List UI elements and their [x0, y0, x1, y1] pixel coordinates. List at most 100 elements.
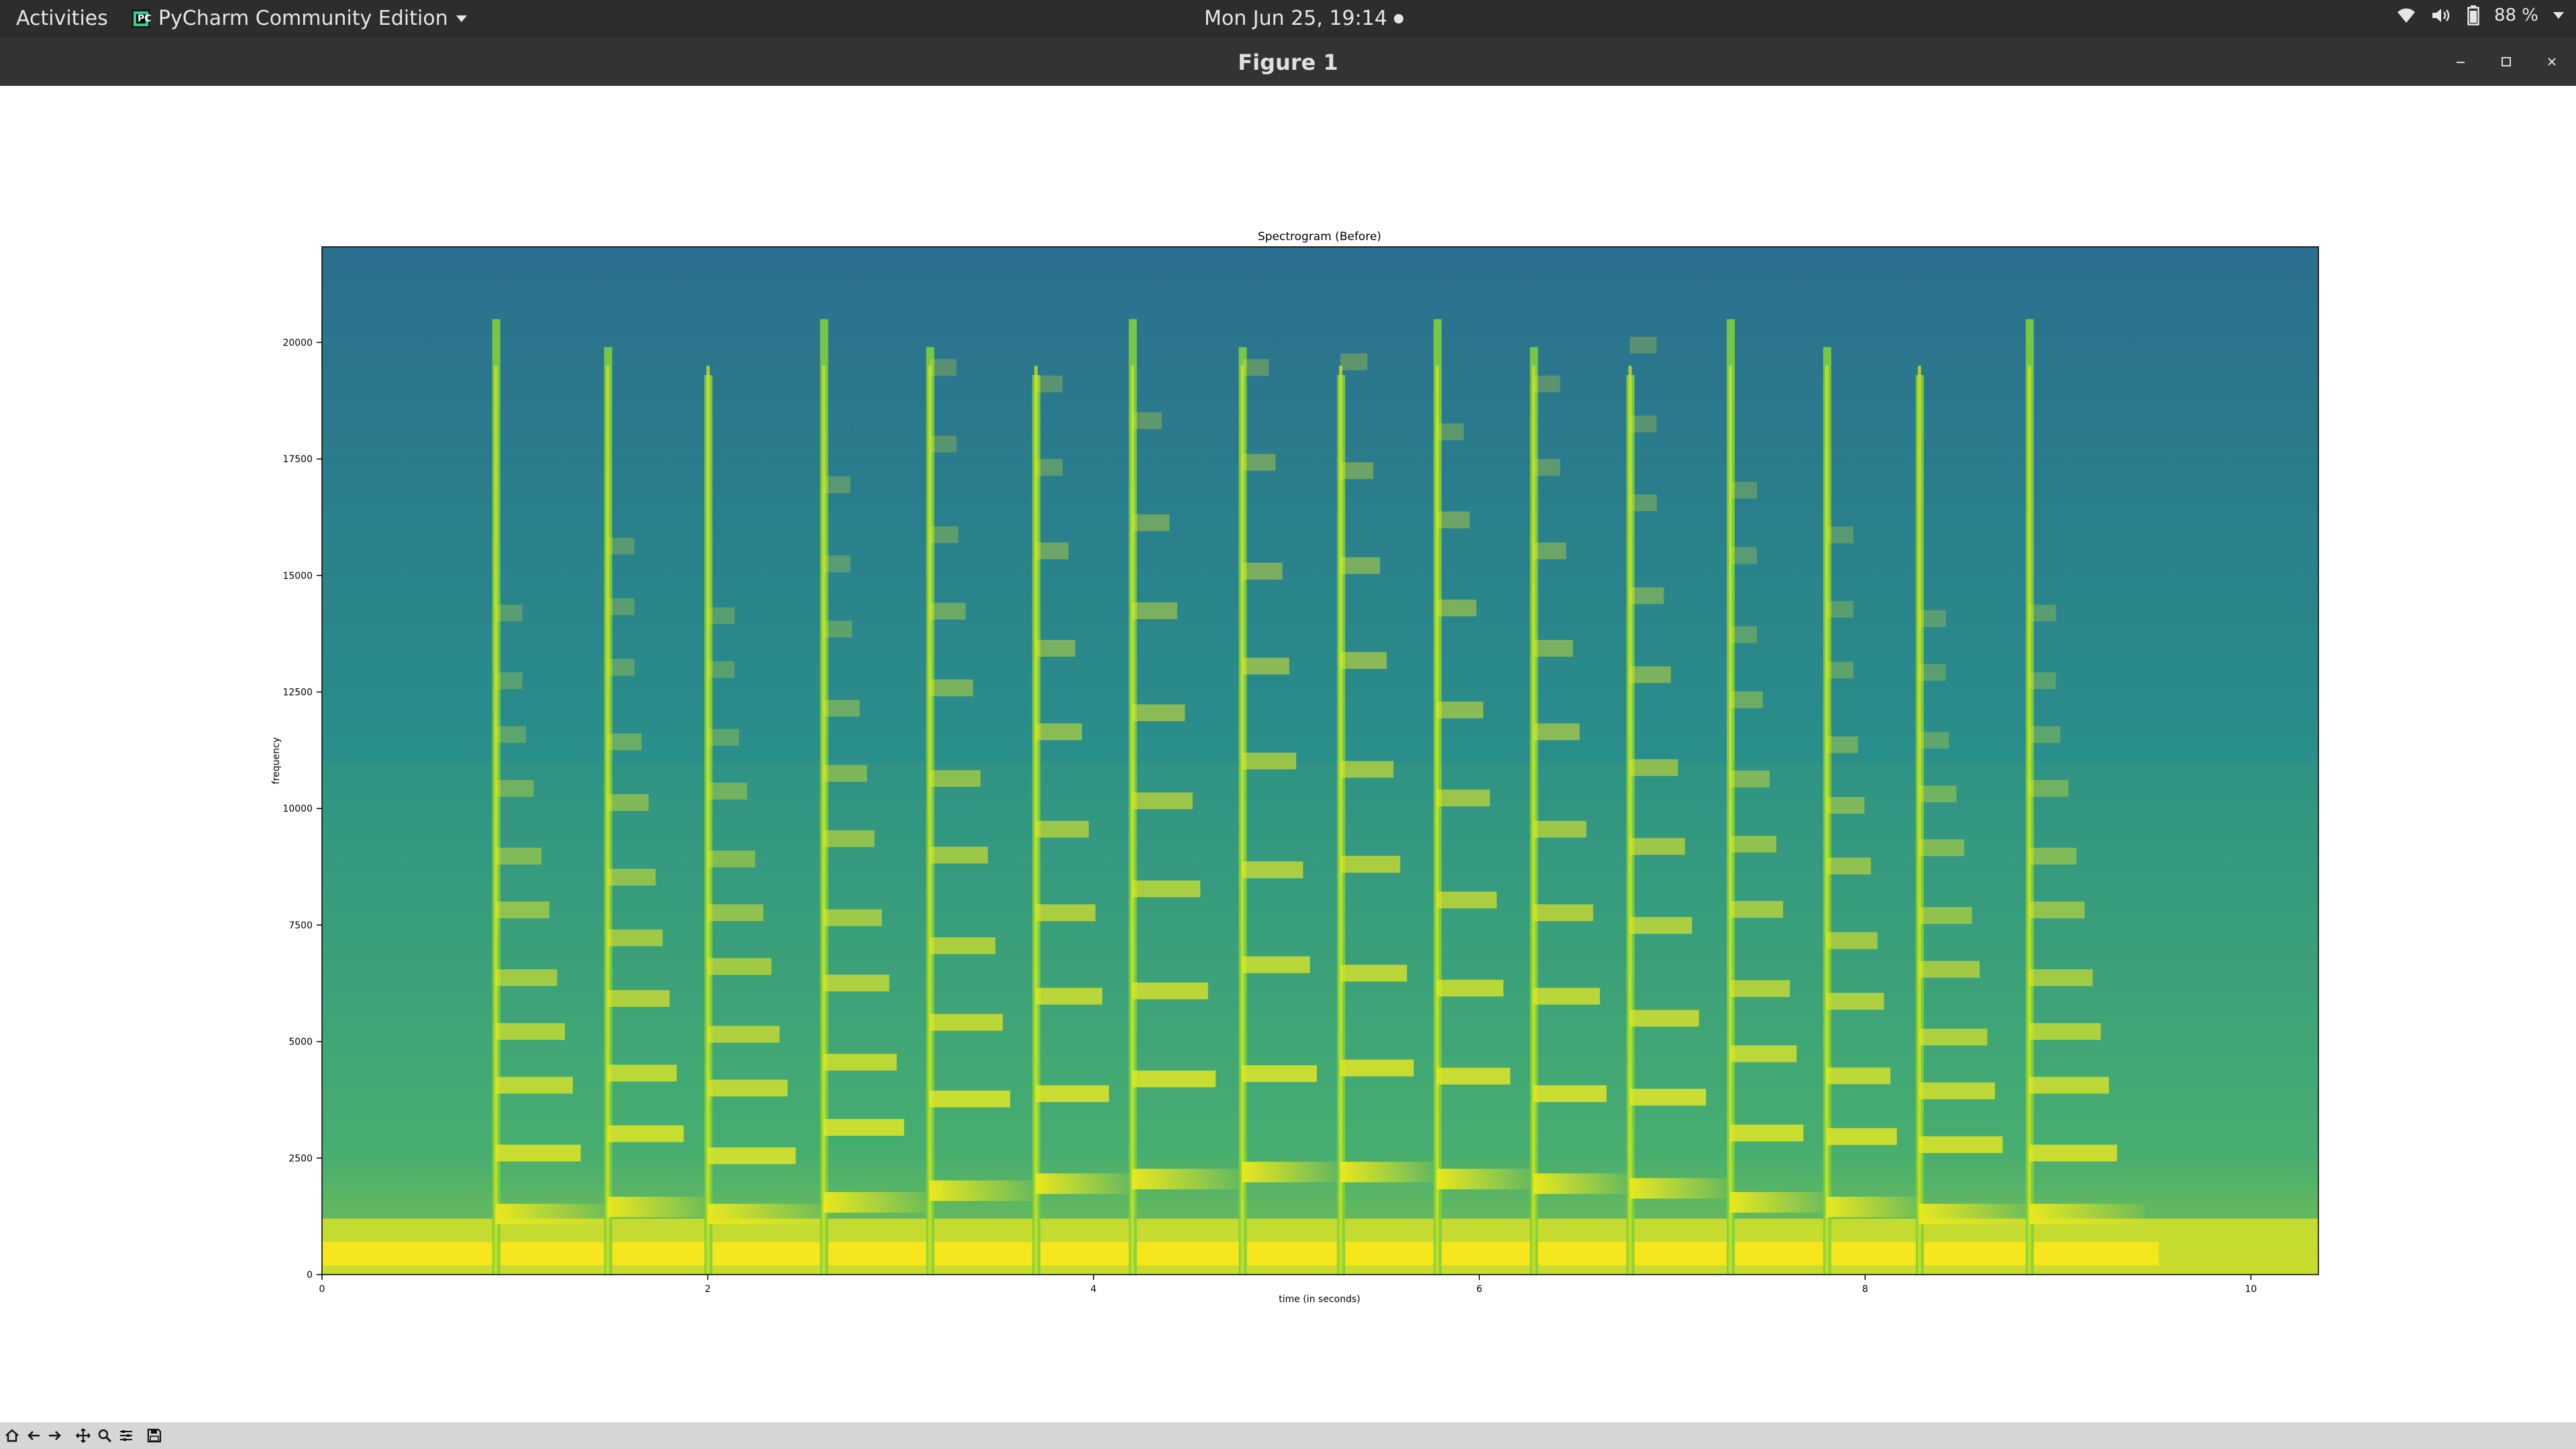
note-harmonic — [708, 1079, 788, 1097]
note-onset-core — [606, 366, 610, 1275]
chevron-down-icon — [455, 15, 467, 22]
note-harmonic — [1242, 657, 1289, 675]
y-axis-label: frequency — [271, 737, 282, 784]
note-harmonic — [1533, 639, 1573, 657]
save-button[interactable] — [145, 1426, 164, 1445]
note-harmonic — [1242, 453, 1276, 471]
note-harmonic — [1436, 892, 1497, 909]
home-button[interactable] — [3, 1426, 21, 1445]
note-harmonic — [1629, 1010, 1699, 1027]
note-harmonic — [1826, 1128, 1897, 1145]
note-harmonic — [1035, 987, 1103, 1005]
note-harmonic — [1629, 666, 1671, 684]
note-harmonic — [607, 989, 670, 1007]
clock[interactable]: Mon Jun 25, 19:14 — [1204, 7, 1403, 30]
notification-dot-icon — [1393, 13, 1403, 23]
note-harmonic — [495, 672, 523, 690]
note-harmonic — [1629, 336, 1657, 354]
close-button[interactable] — [2540, 50, 2564, 74]
figure-canvas[interactable]: 0 2 4 6 8 10 0 2500 5000 7500 10000 12500 15000 17500… — [0, 86, 2576, 1422]
note-harmonic — [607, 659, 635, 676]
forward-button[interactable] — [46, 1426, 64, 1445]
note-harmonic — [1919, 907, 1972, 924]
back-button[interactable] — [24, 1426, 43, 1445]
maximize-icon — [2502, 57, 2511, 66]
note-harmonic — [1242, 1065, 1317, 1082]
note-harmonic — [1035, 904, 1096, 922]
note-harmonic — [1035, 723, 1082, 741]
note-harmonic — [1340, 353, 1368, 370]
battery-icon — [2467, 5, 2479, 25]
note-harmonic — [1730, 1124, 1804, 1142]
note-harmonic — [1132, 412, 1162, 429]
note-harmonic — [1436, 511, 1470, 529]
note-harmonic — [1826, 993, 1884, 1010]
note-harmonic — [929, 359, 957, 376]
note-onset-core — [928, 366, 932, 1275]
note-harmonic — [2029, 1023, 2101, 1040]
note-harmonic — [1340, 965, 1407, 982]
note-harmonic — [1730, 835, 1777, 853]
note-harmonic — [1035, 1085, 1110, 1102]
note-harmonic — [1826, 797, 1865, 814]
note-harmonic — [2029, 969, 2093, 986]
note-harmonic — [708, 607, 735, 625]
system-tray[interactable]: 88 % — [2396, 5, 2564, 25]
note-harmonic — [929, 769, 981, 787]
note-fundamental — [1730, 1192, 1827, 1213]
note-fundamental — [1132, 1169, 1242, 1189]
note-harmonic — [708, 782, 747, 800]
minimize-button[interactable] — [2449, 50, 2473, 74]
configure-icon — [120, 1430, 132, 1441]
close-icon — [2548, 58, 2556, 66]
note-harmonic — [1340, 855, 1401, 873]
home-icon — [5, 1429, 19, 1442]
note-harmonic — [1629, 494, 1657, 512]
note-harmonic — [1242, 359, 1269, 376]
chevron-down-icon — [2553, 12, 2564, 19]
window-titlebar[interactable]: Figure 1 — [0, 38, 2576, 86]
note-harmonic — [1919, 786, 1957, 803]
system-top-bar: Activities PC PyCharm Community Edition … — [0, 0, 2576, 38]
note-onset-core — [494, 366, 498, 1275]
note-harmonic — [607, 537, 635, 555]
note-fundamental — [1340, 1161, 1437, 1183]
note-harmonic — [1436, 979, 1504, 997]
battery-percent: 88 % — [2493, 5, 2538, 25]
activities-button[interactable]: Activities — [16, 7, 108, 30]
note-harmonic — [1533, 375, 1560, 392]
y-tick-label: 12500 — [282, 688, 313, 698]
note-onset-core — [1034, 366, 1038, 1275]
note-onset-core — [1532, 366, 1536, 1275]
spectrogram-image — [322, 247, 2318, 1275]
note-harmonic — [823, 700, 860, 717]
configure-button[interactable] — [117, 1426, 136, 1445]
note-fundamental — [1826, 1196, 1919, 1218]
maximize-button[interactable] — [2494, 50, 2518, 74]
y-tick-label: 10000 — [282, 804, 313, 814]
note-harmonic — [1340, 1059, 1414, 1077]
note-harmonic — [1730, 691, 1763, 708]
note-harmonic — [2029, 726, 2061, 743]
x-tick-label: 6 — [1477, 1284, 1483, 1295]
note-harmonic — [1919, 663, 1946, 681]
note-harmonic — [495, 726, 526, 743]
note-harmonic — [1826, 736, 1858, 753]
note-harmonic — [1132, 1070, 1216, 1087]
note-harmonic — [929, 679, 973, 696]
note-harmonic — [1533, 542, 1566, 559]
note-harmonic — [607, 1065, 677, 1082]
zoom-button[interactable] — [95, 1426, 114, 1445]
note-harmonic — [1533, 987, 1600, 1005]
note-fundamental — [929, 1180, 1036, 1201]
note-fundamental — [1035, 1173, 1132, 1194]
spectrogram-chart[interactable]: 0 2 4 6 8 10 0 2500 5000 7500 10000 12500 15000 17500… — [0, 86, 2576, 1422]
note-harmonic — [607, 929, 663, 947]
pan-button[interactable] — [74, 1426, 93, 1445]
note-harmonic — [1340, 557, 1381, 574]
note-onset-core — [1825, 366, 1829, 1275]
note-harmonic — [2029, 604, 2056, 622]
note-onset-core — [822, 366, 826, 1275]
note-harmonic — [1629, 838, 1685, 855]
app-menu[interactable]: PC PyCharm Community Edition — [131, 7, 467, 30]
